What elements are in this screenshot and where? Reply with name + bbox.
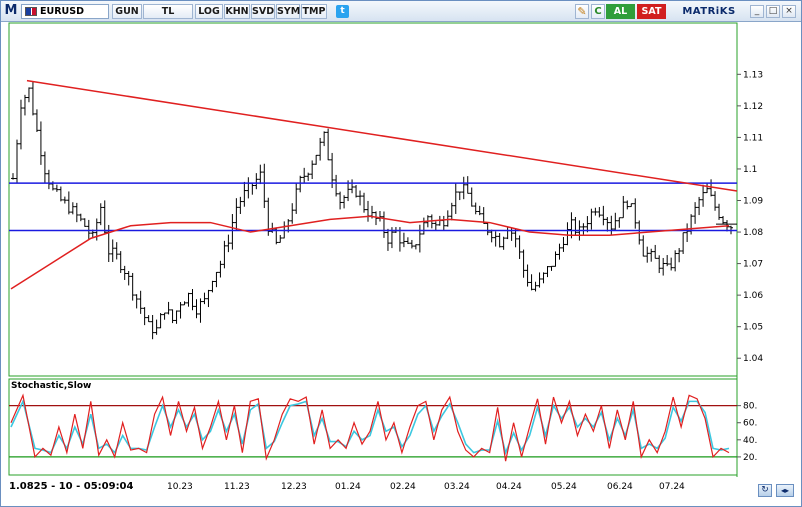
symbol-label: EURUSD	[40, 6, 84, 17]
trendline	[26, 79, 738, 192]
price-panel-frame	[8, 22, 738, 377]
price-y-tick-label: 1.1	[743, 165, 757, 175]
moving-average-line	[10, 215, 730, 290]
x-axis-label: 02.24	[390, 482, 416, 492]
svd-button[interactable]: SVD	[251, 4, 275, 19]
stoch-y-tick-label: 20.	[743, 453, 757, 463]
khn-button[interactable]: KHN	[224, 4, 250, 19]
price-y-tick-label: 1.13	[743, 70, 763, 80]
sell-button[interactable]: SAT	[637, 4, 666, 19]
refresh-icon[interactable]: ↻	[758, 484, 772, 497]
minimize-icon[interactable]: _	[750, 5, 764, 18]
price-y-tick-label: 1.06	[743, 291, 763, 301]
chart-area[interactable]: 1.041.051.061.071.081.091.11.111.121.13 …	[1, 22, 801, 477]
stoch-k-line	[10, 393, 730, 462]
price-y-tick-label: 1.09	[743, 197, 763, 207]
x-axis-label: 03.24	[444, 482, 470, 492]
brand-logo: MATRiKS	[682, 6, 736, 17]
navigation-icon[interactable]: ◂▸	[776, 484, 794, 497]
tmp-button[interactable]: TMP	[301, 4, 327, 19]
log-scale-button[interactable]: LOG	[195, 4, 223, 19]
price-overlays	[9, 79, 738, 290]
x-axis-label: 05.24	[551, 482, 577, 492]
buy-button[interactable]: AL	[606, 4, 635, 19]
x-axis-label: 01.24	[335, 482, 361, 492]
flag-icon	[25, 7, 37, 16]
restore-icon[interactable]: □	[766, 5, 780, 18]
stochastic-y-axis: 20. 40. 60. 80.	[737, 402, 757, 463]
stochastic-lines	[9, 393, 737, 462]
c-button[interactable]: C	[591, 4, 605, 19]
x-axis-label: 11.23	[224, 482, 250, 492]
price-y-axis: 1.04 1.05 1.06 1.07 1.08 1.09 1.1 1.11 1.12 1.13	[737, 70, 763, 364]
price-y-tick-label: 1.11	[743, 133, 763, 143]
price-candles	[11, 81, 733, 340]
pencil-icon[interactable]: ✎	[575, 4, 589, 19]
stoch-y-tick-label: 80.	[743, 402, 757, 412]
price-time-readout: 1.0825 - 10 - 05:09:04	[9, 481, 134, 492]
currency-tl-button[interactable]: TL	[143, 4, 193, 19]
price-y-tick-label: 1.05	[743, 323, 763, 333]
stochastic-title: Stochastic,Slow	[11, 381, 91, 391]
close-icon[interactable]: ×	[782, 5, 796, 18]
x-axis-label: 06.24	[607, 482, 633, 492]
toolbar: M EURUSD GUN TL LOG KHN SVD SYM TMP t ✎ …	[1, 1, 801, 22]
price-y-tick-label: 1.04	[743, 354, 763, 364]
price-y-tick-label: 1.12	[743, 102, 763, 112]
x-axis-label: 07.24	[659, 482, 685, 492]
price-y-tick-label: 1.07	[743, 260, 763, 270]
status-bar: 1.0825 - 10 - 05:09:04 10.23 11.23 12.23 01…	[1, 477, 801, 506]
x-axis-label: 12.23	[281, 482, 307, 492]
price-y-tick-label: 1.08	[743, 228, 763, 238]
period-gun-button[interactable]: GUN	[112, 4, 142, 19]
x-axis-label: 04.24	[496, 482, 522, 492]
twitter-icon[interactable]: t	[336, 5, 349, 18]
stoch-y-tick-label: 40.	[743, 436, 757, 446]
sym-button[interactable]: SYM	[276, 4, 301, 19]
stoch-y-tick-label: 60.	[743, 419, 757, 429]
symbol-selector[interactable]: EURUSD	[21, 4, 109, 19]
app-logo[interactable]: M	[4, 3, 18, 18]
x-axis-label: 10.23	[167, 482, 193, 492]
